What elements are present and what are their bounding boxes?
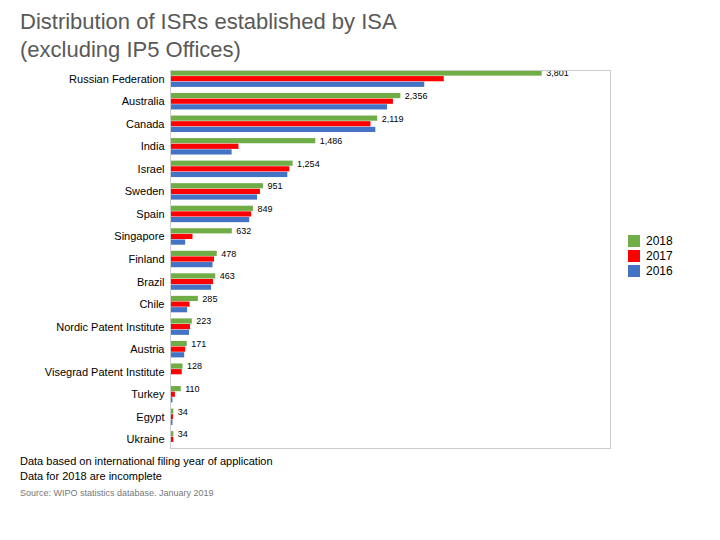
svg-text:285: 285 — [202, 294, 217, 304]
svg-text:Singapore: Singapore — [114, 230, 164, 242]
svg-text:Nordic Patent Institute: Nordic Patent Institute — [56, 321, 164, 333]
html-text:2018: 2018 — [646, 233, 673, 248]
svg-text:1,254: 1,254 — [297, 159, 320, 169]
svg-text:Israel: Israel — [138, 163, 165, 175]
svg-text:Russian Federation: Russian Federation — [69, 73, 164, 85]
html-text:Data based on international fi: Data based on international filing year … — [20, 455, 273, 467]
svg-text:Egypt: Egypt — [136, 411, 164, 423]
html-text:2017: 2017 — [646, 248, 673, 263]
svg-text:171: 171 — [191, 339, 206, 349]
svg-text:478: 478 — [221, 249, 236, 259]
svg-text:110: 110 — [185, 384, 199, 394]
svg-text:223: 223 — [196, 316, 211, 326]
svg-text:Brazil: Brazil — [137, 276, 165, 288]
svg-text:128: 128 — [187, 361, 202, 371]
svg-text:Visegrad Patent Institute: Visegrad Patent Institute — [45, 366, 165, 378]
html-text:Data for 2018 are incomplete: Data for 2018 are incomplete — [20, 470, 162, 482]
svg-text:Canada: Canada — [126, 118, 165, 130]
svg-text:Sweden: Sweden — [125, 185, 165, 197]
svg-text:3,801: 3,801 — [546, 68, 569, 78]
svg-text:34: 34 — [178, 429, 188, 439]
svg-text:1,486: 1,486 — [320, 136, 343, 146]
svg-text:Australia: Australia — [122, 95, 166, 107]
svg-text:Turkey: Turkey — [131, 388, 165, 400]
html-text:(excluding IP5 Offices): (excluding IP5 Offices) — [20, 37, 241, 62]
html-text:2016: 2016 — [646, 263, 673, 278]
svg-text:34: 34 — [178, 407, 188, 417]
svg-text:India: India — [141, 140, 166, 152]
html-text:Source: WIPO statistics databa: Source: WIPO statistics database. Januar… — [20, 488, 214, 498]
html-text:Distribution of ISRs establish: Distribution of ISRs established by ISA — [20, 9, 397, 34]
svg-text:849: 849 — [258, 204, 273, 214]
svg-text:2,356: 2,356 — [405, 91, 428, 101]
svg-text:Chile: Chile — [139, 298, 164, 310]
svg-text:Spain: Spain — [136, 208, 164, 220]
svg-text:951: 951 — [267, 181, 282, 191]
svg-text:Austria: Austria — [130, 343, 165, 355]
svg-text:2,119: 2,119 — [382, 114, 404, 124]
svg-text:632: 632 — [236, 226, 251, 236]
svg-text:463: 463 — [220, 271, 235, 281]
svg-text:Finland: Finland — [128, 253, 164, 265]
svg-text:Ukraine: Ukraine — [127, 433, 165, 445]
